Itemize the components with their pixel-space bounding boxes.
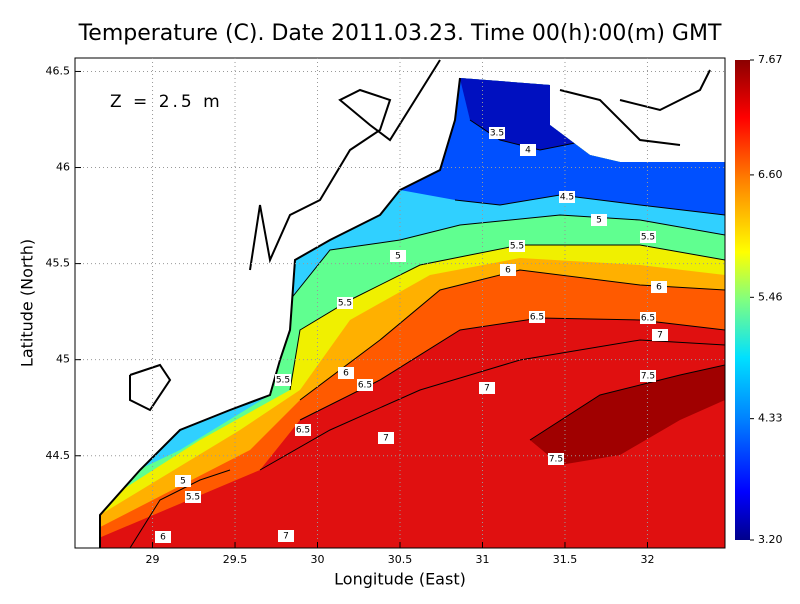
contour-label: 7: [484, 384, 490, 394]
contour-label-bg: [155, 531, 171, 543]
contour-label: 4.5: [560, 193, 574, 203]
contour-label: 7: [657, 331, 663, 341]
contour-label-bg: [175, 475, 191, 487]
colorbar-label: 7.67: [758, 53, 783, 66]
contour-label: 5: [596, 216, 602, 226]
x-axis-label: Longitude (East): [334, 570, 466, 589]
contour-label-bg: [591, 214, 607, 226]
contour-label: 6.5: [641, 314, 655, 324]
colorbar-label: 4.33: [758, 412, 783, 425]
contour-label: 5.5: [338, 299, 352, 309]
x-tick-label: 29.5: [223, 553, 248, 566]
x-tick-label: 29: [146, 553, 160, 566]
contour-label: 7.5: [549, 455, 563, 465]
contour-label-bg: [509, 240, 525, 252]
contour-label-bg: [640, 370, 656, 382]
contour-label: 7.5: [641, 372, 655, 382]
contour-label-bg: [520, 144, 536, 156]
contour-label-bg: [640, 312, 656, 324]
contour-label: 6.5: [296, 426, 310, 436]
coastline: [99, 59, 711, 548]
contour-label: 6.5: [530, 313, 544, 323]
contour-label: 5.5: [510, 242, 524, 252]
contour-label: 6.5: [358, 381, 372, 391]
x-tick-label: 31: [475, 553, 489, 566]
contour-label-bg: [500, 264, 516, 276]
contour-label-bg: [640, 231, 656, 243]
y-tick-label: 46: [56, 161, 70, 174]
contour-label-bg: [479, 382, 495, 394]
contour-label-bg: [185, 491, 201, 503]
x-tick-label: 30.5: [388, 553, 413, 566]
x-tick-label: 32: [640, 553, 654, 566]
contour-label-bg: [278, 530, 294, 542]
contour-label-bg: [357, 379, 373, 391]
contour-label: 5: [395, 252, 401, 262]
colorbar: [735, 60, 750, 540]
contour-label-bg: [338, 367, 354, 379]
colorbar-label: 3.20: [758, 533, 783, 546]
contour-label: 4: [525, 146, 531, 156]
contour-label: 7: [283, 532, 289, 542]
x-tick-label: 31.5: [553, 553, 578, 566]
contour-label-bg: [652, 329, 668, 341]
depth-annotation: Z = 2.5 m: [110, 92, 223, 112]
contour-label-bg: [489, 127, 505, 139]
contour-label: 5.5: [641, 233, 655, 243]
contour-label-bg: [548, 453, 564, 465]
x-tick-label: 30: [311, 553, 325, 566]
contour-label: 6: [505, 266, 511, 276]
contour-label-bg: [378, 432, 394, 444]
contour-label-bg: [275, 374, 291, 386]
contour-label: 5.5: [276, 376, 290, 386]
contour-label-bg: [390, 250, 406, 262]
y-tick-label: 45.5: [46, 257, 71, 270]
contour-label: 7: [383, 434, 389, 444]
contour-label: 6: [343, 369, 349, 379]
contour-label: 5.5: [186, 493, 200, 503]
contour-label: 6: [160, 533, 166, 543]
y-tick-label: 45: [56, 353, 70, 366]
colorbar-label: 6.60: [758, 168, 783, 181]
contour-label-bg: [559, 191, 575, 203]
contour-label: 6: [656, 283, 662, 293]
contour-label: 5: [180, 477, 186, 487]
contour-label: 3.5: [490, 129, 504, 139]
y-tick-label: 44.5: [46, 449, 71, 462]
contour-label-bg: [295, 424, 311, 436]
y-axis-label: Latitude (North): [18, 239, 37, 367]
contour-label-bg: [337, 297, 353, 309]
contour-label-bg: [529, 311, 545, 323]
contour-label-bg: [651, 281, 667, 293]
colorbar-label: 5.46: [758, 290, 783, 303]
y-tick-label: 46.5: [46, 64, 71, 77]
title: Temperature (C). Date 2011.03.23. Time 0…: [78, 21, 722, 46]
